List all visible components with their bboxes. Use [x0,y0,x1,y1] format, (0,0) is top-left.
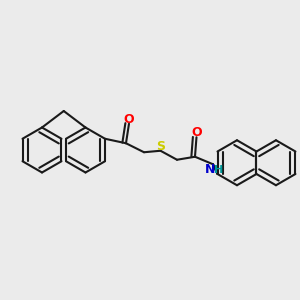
Text: S: S [156,140,165,153]
Text: H: H [214,165,223,175]
Text: O: O [124,113,134,126]
Text: N: N [205,163,215,176]
Text: O: O [191,126,202,139]
